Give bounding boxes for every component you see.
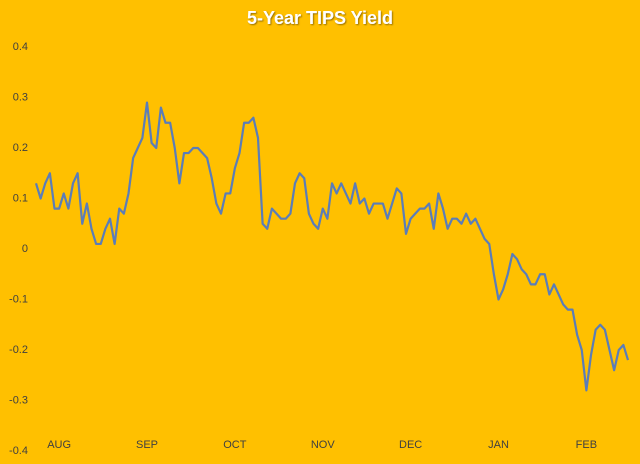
x-tick-label: DEC: [399, 439, 422, 451]
x-tick-label: NOV: [311, 439, 336, 451]
line: [34, 101, 630, 392]
y-tick-label: 0.1: [13, 192, 28, 204]
y-tick-label: -0.1: [9, 293, 28, 305]
x-tick-label: OCT: [223, 439, 247, 451]
x-tick-label: FEB: [576, 439, 597, 451]
y-tick-label: -0.3: [9, 394, 28, 406]
chart-title: 5-Year TIPS Yield: [247, 8, 393, 28]
y-tick-label: -0.2: [9, 344, 28, 356]
x-tick-label: JAN: [488, 439, 509, 451]
x-tick-label: SEP: [136, 439, 158, 451]
y-tick-label: 0: [22, 243, 28, 255]
x-tick-label: AUG: [47, 439, 71, 451]
y-tick-label: 0.4: [13, 41, 28, 53]
y-tick-label: 0.2: [13, 142, 28, 154]
y-tick-label: 0.3: [13, 91, 28, 103]
y-tick-label: -0.4: [9, 445, 28, 457]
